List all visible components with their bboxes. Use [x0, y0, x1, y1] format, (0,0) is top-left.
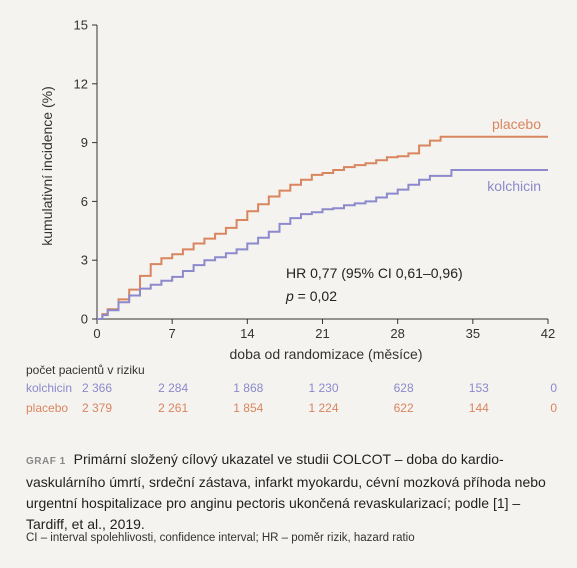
y-tick-label: 0 — [81, 312, 88, 327]
y-tick-label: 3 — [81, 253, 88, 268]
figure-label: GRAF 1 — [26, 456, 66, 467]
risk-cell: 2 284 — [158, 381, 188, 395]
y-tick-label: 15 — [74, 18, 88, 33]
risk-row-label: kolchicin — [26, 381, 72, 395]
series-line-kolchicin — [97, 169, 548, 320]
x-tick-label: 35 — [466, 326, 480, 341]
risk-cell: 153 — [469, 381, 489, 395]
risk-cell: 628 — [394, 381, 414, 395]
risk-cell: 1 868 — [233, 381, 263, 395]
x-tick-label: 42 — [541, 326, 555, 341]
risk-cell: 144 — [469, 401, 489, 415]
p-value: = 0,02 — [294, 288, 337, 304]
series-line-placebo — [97, 135, 548, 320]
x-tick-label: 21 — [315, 326, 329, 341]
kaplan-meier-chart: 0 3 6 9 12 15 0 7 14 21 28 35 42 placebo kolchicin H… — [26, 18, 557, 416]
series-layer — [97, 135, 548, 320]
risk-cell: 622 — [394, 401, 414, 415]
x-tick-label: 28 — [390, 326, 404, 341]
series-label-placebo: placebo — [492, 116, 541, 132]
risk-cell: 1 854 — [233, 401, 263, 415]
x-tick-label: 0 — [93, 326, 100, 341]
p-symbol: p — [285, 288, 294, 304]
risk-cell: 2 379 — [82, 401, 112, 415]
y-tick-label: 12 — [74, 76, 88, 91]
risk-cell: 0 — [550, 381, 557, 395]
risk-cell: 0 — [550, 401, 557, 415]
y-tick-label: 9 — [81, 135, 88, 150]
y-axis-title: kumulativní incidence (%) — [39, 86, 55, 246]
x-tick-label: 14 — [240, 326, 254, 341]
figure-caption: GRAF 1 Primární složený cílový ukazatel v… — [26, 449, 556, 535]
figure-footnote: CI – interval spolehlivosti, confidence … — [26, 532, 415, 544]
risk-cell: 1 230 — [308, 381, 338, 395]
risk-cell: 2 261 — [158, 401, 188, 415]
x-tick-label: 7 — [169, 326, 176, 341]
risk-cell: 1 224 — [308, 401, 338, 415]
axes: 0 3 6 9 12 15 0 7 14 21 28 35 42 — [74, 18, 556, 342]
x-axis-title: doba od randomizace (měsíce) — [230, 346, 423, 362]
y-tick-label: 6 — [81, 194, 88, 209]
p-value-annotation: p = 0,02 — [285, 288, 337, 304]
series-label-kolchicin: kolchicin — [487, 178, 541, 194]
risk-row-label: placebo — [26, 401, 68, 415]
risk-table: kolchicin 2 366 2 284 1 868 1 230 628 153 0 plac… — [26, 381, 557, 415]
hr-annotation: HR 0,77 (95% CI 0,61–0,96) — [286, 265, 463, 281]
risk-cell: 2 366 — [82, 381, 112, 395]
risk-table-title: počet pacientů v riziku — [26, 363, 145, 377]
caption-text: Primární složený cílový ukazatel ve stud… — [26, 451, 546, 532]
